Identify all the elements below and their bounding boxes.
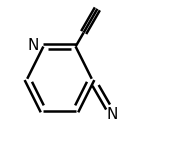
Text: N: N: [107, 107, 118, 122]
Text: N: N: [28, 38, 39, 53]
